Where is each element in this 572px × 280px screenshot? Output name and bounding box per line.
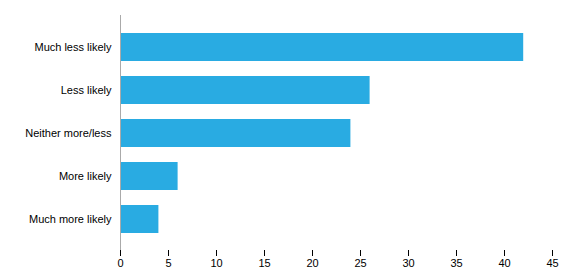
svg-text:Less likely: Less likely xyxy=(61,84,112,96)
svg-text:35: 35 xyxy=(450,257,462,269)
svg-text:Much more likely: Much more likely xyxy=(29,213,112,225)
svg-text:Neither more/less: Neither more/less xyxy=(25,127,112,139)
svg-text:More likely: More likely xyxy=(59,170,112,182)
svg-text:10: 10 xyxy=(210,257,222,269)
svg-text:25: 25 xyxy=(354,257,366,269)
svg-text:15: 15 xyxy=(258,257,270,269)
svg-text:Much less likely: Much less likely xyxy=(34,41,112,53)
svg-text:40: 40 xyxy=(498,257,510,269)
svg-text:45: 45 xyxy=(546,257,558,269)
svg-text:0: 0 xyxy=(117,257,123,269)
svg-text:5: 5 xyxy=(165,257,171,269)
svg-text:20: 20 xyxy=(306,257,318,269)
svg-text:30: 30 xyxy=(402,257,414,269)
